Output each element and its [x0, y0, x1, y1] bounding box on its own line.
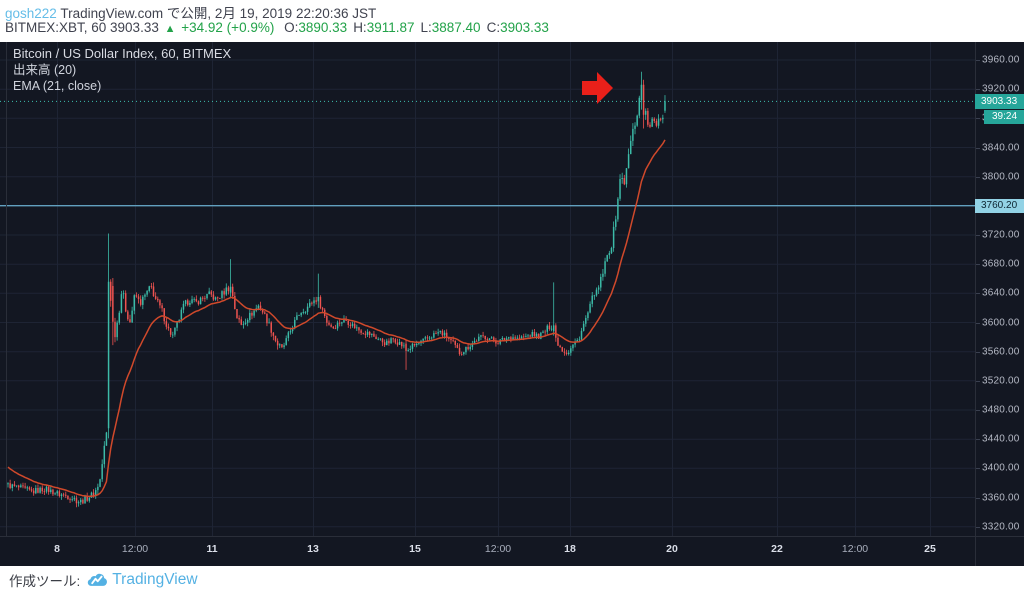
- made-with-label: 作成ツール:: [9, 574, 81, 589]
- price-tick-label: 3560.00: [982, 346, 1020, 358]
- price-tick-label: 3720.00: [982, 229, 1020, 241]
- candlestick-plot[interactable]: [0, 42, 975, 541]
- price-tick-label: 3440.00: [982, 433, 1020, 445]
- price-tick-mark: [976, 439, 980, 441]
- ohlc-key: H:: [353, 20, 367, 35]
- ohlc-value: 3890.33: [298, 20, 348, 35]
- ohlc-value: 3911.87: [366, 20, 415, 35]
- author-link[interactable]: gosh222: [5, 6, 57, 21]
- grid-lines: [0, 42, 975, 536]
- price-tick-mark: [976, 264, 980, 266]
- time-axis[interactable]: 8 12:00 11 13 15 12:00 18 20 22 12:00 25: [0, 536, 1024, 567]
- up-triangle-icon: ▲: [164, 23, 176, 35]
- ohlc-readout: O:3890.33 H:3911.87 L:3887.40 C:3903.33: [278, 20, 549, 35]
- price-tick-label: 3920.00: [982, 83, 1020, 95]
- up-candle-bodies: [7, 84, 666, 504]
- tradingview-logo-icon: [88, 573, 108, 586]
- time-axis-label: 22: [771, 543, 783, 555]
- symbol-info: BITMEX:XBT, 60 3903.33: [5, 20, 159, 35]
- price-tick-mark: [976, 468, 980, 470]
- snapshot-header: gosh222 TradingView.com で公開, 2月 19, 2019…: [0, 0, 1024, 42]
- ohlc-key: O:: [284, 20, 299, 35]
- publish-info: TradingView.com で公開, 2月 19, 2019 22:20:3…: [60, 6, 377, 21]
- price-tick-label: 3360.00: [982, 492, 1020, 503]
- price-tick-label: 3480.00: [982, 404, 1020, 416]
- change-text: +34.92 (+0.9%): [181, 20, 275, 35]
- ohlc-key: L:: [420, 20, 432, 35]
- price-tick-mark: [976, 60, 980, 61]
- price-tick-label: 3600.00: [982, 317, 1020, 328]
- time-axis-label: 12:00: [121, 543, 149, 555]
- price-tick-mark: [976, 293, 980, 295]
- price-tick-mark: [976, 176, 980, 178]
- price-tick-label: 3400.00: [982, 462, 1020, 474]
- time-axis-label: 8: [54, 543, 60, 555]
- price-tick-label: 3680.00: [982, 258, 1020, 270]
- plot-background: [0, 42, 975, 536]
- price-tick-mark: [976, 235, 980, 236]
- price-tick-label: 3640.00: [982, 287, 1020, 299]
- horizontal-line-price-badge: 3760.20: [975, 199, 1024, 213]
- price-tick-mark: [976, 147, 980, 149]
- time-axis-label: 11: [206, 543, 218, 555]
- red-arrow-annotation[interactable]: [582, 72, 613, 104]
- price-tick-mark: [976, 322, 980, 324]
- time-axis-label: 13: [307, 543, 319, 555]
- time-axis-label: 12:00: [484, 543, 512, 555]
- legend-ema-indicator[interactable]: EMA (21, close): [13, 79, 102, 93]
- ema-line[interactable]: [7, 139, 666, 498]
- time-axis-label: 20: [666, 543, 678, 555]
- ohlc-value: 3887.40: [431, 20, 481, 35]
- price-tick-mark: [976, 497, 980, 499]
- price-tick-mark: [976, 410, 980, 411]
- price-tick-mark: [976, 380, 980, 382]
- price-tick-label: 3840.00: [982, 142, 1020, 153]
- ohlc-key: C:: [486, 20, 501, 35]
- candles: [7, 71, 666, 508]
- price-tick-mark: [976, 118, 980, 120]
- price-tick-label: 3520.00: [982, 375, 1020, 387]
- down-candle-bodies: [9, 84, 662, 504]
- attribution-footer: 作成ツール: TradingView: [0, 566, 1024, 595]
- tradingview-brand-link[interactable]: TradingView: [112, 571, 198, 588]
- legend-volume-indicator[interactable]: 出来高 (20): [13, 63, 77, 77]
- price-tick-mark: [976, 351, 980, 353]
- time-axis-label: 25: [924, 543, 936, 555]
- current-price-badge: 3903.33: [975, 94, 1024, 109]
- legend-symbol-title[interactable]: Bitcoin / US Dollar Index, 60, BITMEX: [13, 46, 232, 61]
- time-axis-label: 12:00: [841, 543, 869, 555]
- chart-legend: Bitcoin / US Dollar Index, 60, BITMEX 出来…: [13, 46, 231, 94]
- price-tick-mark: [976, 89, 980, 91]
- price-tick-label: 3320.00: [982, 521, 1020, 533]
- price-axis[interactable]: 3320.00 3360.00 3400.00 3440.00 3480.00 3520.…: [975, 42, 1024, 566]
- time-axis-label: 15: [409, 543, 421, 555]
- price-tick-label: 3960.00: [982, 54, 1020, 66]
- price-tick-label: 3800.00: [982, 171, 1020, 183]
- symbol-line: BITMEX:XBT, 60 3903.33 ▲ +34.92 (+0.9%) …: [5, 20, 549, 35]
- bar-countdown-badge: 39:24: [984, 110, 1024, 124]
- publish-line: gosh222 TradingView.com で公開, 2月 19, 2019…: [5, 2, 376, 22]
- chart-region: Bitcoin / US Dollar Index, 60, BITMEX 出来…: [0, 42, 1024, 566]
- time-axis-label: 18: [564, 543, 576, 555]
- ohlc-value: 3903.33: [500, 20, 549, 35]
- price-tick-mark: [976, 526, 980, 528]
